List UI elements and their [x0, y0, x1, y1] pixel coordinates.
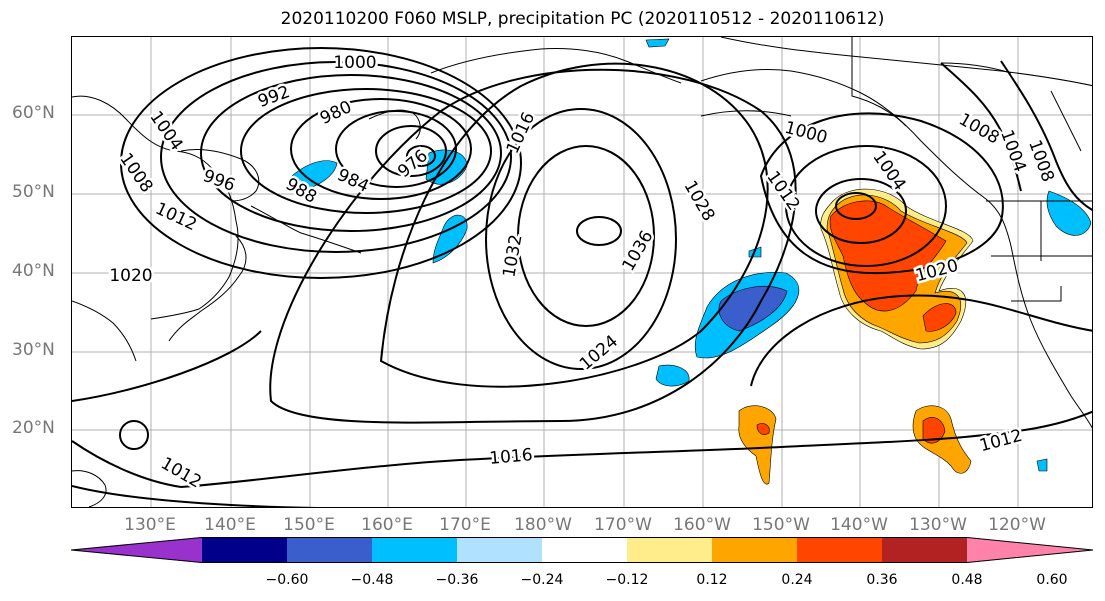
- isobar-label: 1000: [333, 53, 376, 73]
- colorbar-svg: [71, 537, 1094, 563]
- longitude-label: 170°W: [594, 515, 652, 535]
- isobar-label: 1016: [503, 109, 539, 157]
- isobar-label: 1028: [680, 177, 719, 224]
- longitude-label: 180°W: [514, 515, 572, 535]
- isobar-label: 996: [200, 166, 237, 196]
- latitude-label: 30°N: [12, 340, 55, 360]
- colorbar-segment: [542, 537, 627, 563]
- isobar-label: 1000: [783, 118, 830, 149]
- positive-anomaly-core: [922, 303, 957, 332]
- positive-anomaly-core: [829, 200, 947, 312]
- colorbar-tick-label: −0.12: [605, 572, 649, 588]
- colorbar-extend-min: [71, 537, 202, 563]
- latitude-label: 50°N: [12, 182, 55, 202]
- isobars: [72, 47, 1092, 507]
- colorbar-tick-label: 0.60: [1036, 572, 1068, 588]
- isobar-label: 1004: [996, 127, 1030, 174]
- longitude-label: 150°E: [283, 515, 335, 535]
- negative-anomaly-area: [432, 214, 468, 264]
- negative-anomaly-area: [288, 160, 338, 192]
- negative-anomaly-area: [655, 364, 690, 387]
- graticule: [72, 37, 1092, 507]
- colorbar-segment: [797, 537, 882, 563]
- colorbar-tick-label: −0.36: [435, 572, 479, 588]
- colorbar-tick-label: −0.60: [265, 572, 309, 588]
- positive-anomaly-area: [738, 405, 777, 485]
- colorbar-tick-label: 0.12: [696, 572, 728, 588]
- latitude-label: 20°N: [12, 418, 55, 438]
- isobar-label: 1004: [868, 148, 909, 195]
- colorbar-tick-label: −0.48: [350, 572, 394, 588]
- colorbar-segment: [627, 537, 712, 563]
- colorbar-segment: [372, 537, 457, 563]
- coastlines: [72, 37, 1092, 507]
- longitude-label: 130°W: [909, 515, 967, 535]
- longitude-label: 130°E: [124, 515, 176, 535]
- map-panel: 1000 992 980 976 988 984 996 1004 1008 1012 1020 10…: [71, 36, 1093, 508]
- longitude-label: 140°E: [204, 515, 256, 535]
- isobar-label: 1008: [1024, 137, 1058, 184]
- colorbar-segment: [882, 537, 967, 563]
- colorbar-segment: [287, 537, 372, 563]
- colorbar-tick-label: −0.24: [520, 572, 564, 588]
- longitude-label: 160°W: [673, 515, 731, 535]
- colorbar-segment: [712, 537, 797, 563]
- colorbar-segment: [202, 537, 287, 563]
- isobar-label: 1016: [489, 445, 534, 469]
- latitude-label: 60°N: [12, 103, 55, 123]
- isobar-label: 992: [255, 82, 292, 112]
- colorbar-tick-label: 0.36: [866, 572, 898, 588]
- colorbar-tick-label: 0.48: [951, 572, 983, 588]
- longitude-label: 120°W: [988, 515, 1046, 535]
- positive-anomaly-core: [922, 417, 946, 444]
- positive-anomaly-core: [756, 423, 770, 435]
- longitude-label: 140°W: [830, 515, 888, 535]
- isobar-label: 1024: [576, 331, 622, 374]
- negative-anomaly-core: [718, 285, 788, 332]
- colorbar-extend-max: [967, 537, 1093, 563]
- isobar-label: 1020: [109, 266, 152, 286]
- colorbar-tick-label: 0.24: [781, 572, 813, 588]
- precipitation-shading: [288, 38, 1092, 485]
- negative-anomaly-area: [645, 38, 670, 48]
- colorbar-segments: [71, 537, 1094, 563]
- longitude-label: 160°E: [361, 515, 413, 535]
- map-title: 2020110200 F060 MSLP, precipitation PC (…: [280, 9, 885, 29]
- isobar-label: 984: [334, 165, 372, 197]
- colorbar-outline: [71, 537, 1094, 563]
- longitude-label: 150°W: [752, 515, 810, 535]
- negative-anomaly-area: [1036, 458, 1048, 472]
- latitude-label: 40°N: [12, 261, 55, 281]
- colorbar-segment: [457, 537, 542, 563]
- longitude-label: 170°E: [439, 515, 491, 535]
- negative-anomaly-area: [1046, 190, 1092, 236]
